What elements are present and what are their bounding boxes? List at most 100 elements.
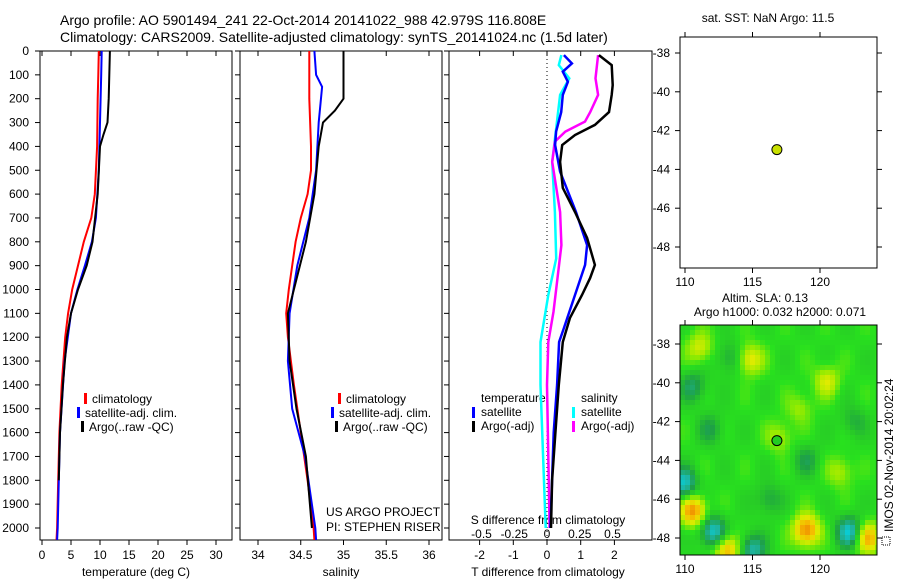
sla-cell xyxy=(850,390,855,395)
sla-cell xyxy=(770,485,775,490)
difference-legend: temperature salinity satellite Argo(-adj… xyxy=(472,391,634,433)
sla-cell xyxy=(860,440,865,445)
sla-cell xyxy=(745,425,750,430)
sla-cell xyxy=(730,355,735,360)
sla-cell xyxy=(735,415,740,420)
sla-cell xyxy=(770,530,775,535)
sla-cell xyxy=(795,470,800,475)
sla-cell xyxy=(870,330,875,335)
sla-cell xyxy=(700,525,705,530)
sla-cell xyxy=(840,365,845,370)
sla-cell xyxy=(860,435,865,440)
sla-cell xyxy=(770,375,775,380)
sla-cell xyxy=(865,505,870,510)
sla-cell xyxy=(790,400,795,405)
sla-cell xyxy=(765,550,770,555)
legend-climatology: climatology xyxy=(346,392,406,406)
sla-cell xyxy=(795,440,800,445)
sla-cell xyxy=(725,530,730,535)
sla-cell xyxy=(800,425,805,430)
sla-cell xyxy=(855,545,860,550)
sla-cell xyxy=(795,480,800,485)
sla-cell xyxy=(830,525,835,530)
sla-cell xyxy=(725,390,730,395)
sla-cell xyxy=(680,505,685,510)
sla-cell xyxy=(780,400,785,405)
sla-cell xyxy=(860,390,865,395)
sla-cell xyxy=(775,410,780,415)
sla-cell xyxy=(735,540,740,545)
sla-cell xyxy=(825,545,830,550)
sla-cell xyxy=(840,420,845,425)
sla-cell xyxy=(865,520,870,525)
sla-cell xyxy=(855,415,860,420)
sla-cell xyxy=(790,340,795,345)
x-tick-label: 0 xyxy=(544,548,551,562)
lat-tick-label: -46 xyxy=(653,492,671,506)
sla-cell xyxy=(795,330,800,335)
sla-cell xyxy=(790,345,795,350)
sla-cell xyxy=(865,350,870,355)
sla-cell xyxy=(830,535,835,540)
sla-cell xyxy=(720,495,725,500)
x-tick-label: 34 xyxy=(251,548,265,562)
depth-tick-label: 300 xyxy=(9,116,29,130)
sla-cell xyxy=(680,540,685,545)
sla-cell xyxy=(735,510,740,515)
sla-cell xyxy=(780,455,785,460)
sla-cell xyxy=(760,445,765,450)
sla-cell xyxy=(840,395,845,400)
sla-cell xyxy=(790,490,795,495)
sla-cell xyxy=(785,370,790,375)
sla-cell xyxy=(835,425,840,430)
sla-cell xyxy=(790,395,795,400)
sla-cell xyxy=(855,485,860,490)
sla-cell xyxy=(750,385,755,390)
sla-cell xyxy=(840,400,845,405)
sla-cell xyxy=(735,445,740,450)
sla-cell xyxy=(755,420,760,425)
sla-cell xyxy=(735,350,740,355)
sla-cell xyxy=(735,475,740,480)
sla-cell xyxy=(695,470,700,475)
sla-cell xyxy=(810,460,815,465)
sla-cell xyxy=(705,485,710,490)
sla-cell xyxy=(795,550,800,555)
sla-cell xyxy=(855,370,860,375)
sla-cell xyxy=(830,485,835,490)
sla-cell xyxy=(785,410,790,415)
sla-cell xyxy=(840,360,845,365)
imos-logo-icon xyxy=(881,536,891,546)
sla-cell xyxy=(865,330,870,335)
sla-cell xyxy=(780,435,785,440)
sla-cell xyxy=(710,490,715,495)
sla-cell xyxy=(700,500,705,505)
sla-cell xyxy=(750,505,755,510)
sla-cell xyxy=(685,540,690,545)
sla-cell xyxy=(735,550,740,555)
sla-cell xyxy=(700,435,705,440)
sla-cell xyxy=(765,415,770,420)
sla-cell xyxy=(735,400,740,405)
sla-cell xyxy=(720,500,725,505)
sla-cell xyxy=(700,425,705,430)
sla-cell xyxy=(775,415,780,420)
sla-cell xyxy=(785,330,790,335)
sla-cell xyxy=(830,495,835,500)
sla-cell xyxy=(685,550,690,555)
sla-cell xyxy=(715,440,720,445)
sla-cell xyxy=(810,550,815,555)
sla-cell xyxy=(775,345,780,350)
sla-cell xyxy=(775,505,780,510)
sla-cell xyxy=(860,325,865,330)
legend-swatch-sal-argo xyxy=(572,421,575,432)
sla-cell xyxy=(830,390,835,395)
sla-cell xyxy=(715,345,720,350)
sla-map-title-1: Altim. SLA: 0.13 xyxy=(722,291,808,305)
sla-cell xyxy=(750,335,755,340)
sla-cell xyxy=(700,345,705,350)
sla-cell xyxy=(730,400,735,405)
sla-cell xyxy=(760,375,765,380)
sla-cell xyxy=(730,410,735,415)
sla-cell xyxy=(855,365,860,370)
